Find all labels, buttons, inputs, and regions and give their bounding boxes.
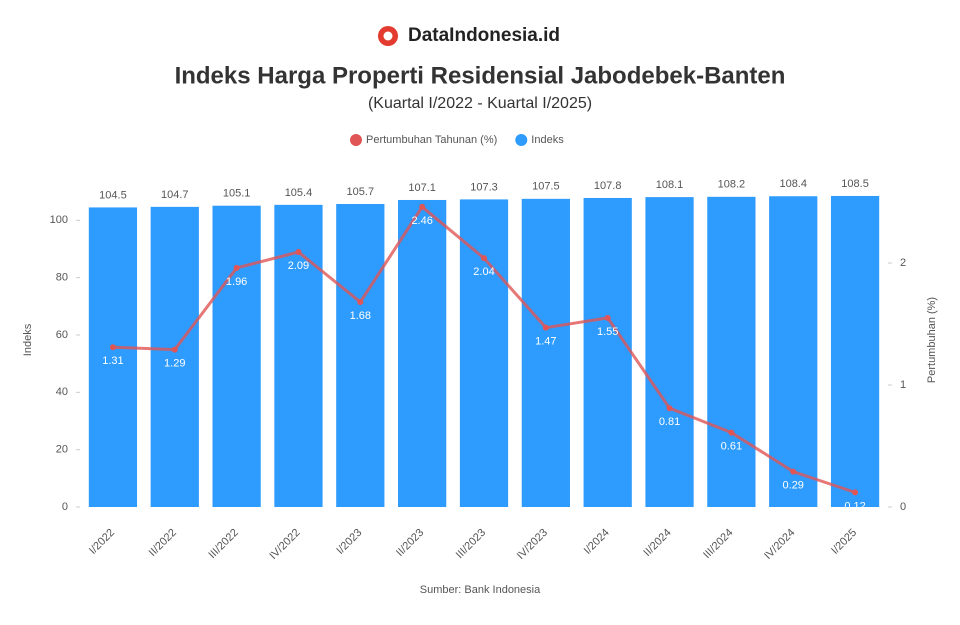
- x-tick-label: I/2024: [582, 527, 612, 557]
- bar-value-label: 108.2: [718, 179, 746, 191]
- x-tick-label: I/2022: [87, 527, 117, 557]
- bar-value-label: 105.7: [347, 186, 375, 198]
- y-tick-label: 20: [56, 444, 68, 456]
- bar-value-label: 108.5: [841, 178, 869, 190]
- y-tick-label: 60: [56, 329, 68, 341]
- y2-tick-label: 0: [900, 501, 906, 513]
- bar-value-label: 104.5: [99, 189, 127, 201]
- bar: [88, 207, 138, 507]
- x-tick-label: IV/2023: [515, 527, 550, 562]
- bar-value-label: 108.4: [779, 178, 807, 190]
- x-tick-label: IV/2022: [267, 527, 302, 562]
- logo-hole: [383, 31, 393, 41]
- y2-tick-label: 1: [900, 379, 906, 391]
- point: [295, 249, 302, 256]
- x-tick-label: II/2022: [147, 527, 179, 559]
- point: [728, 429, 735, 436]
- point-value-label: 0.81: [659, 416, 680, 428]
- x-tick-label: IV/2024: [762, 527, 797, 562]
- bar-value-label: 104.7: [161, 189, 189, 201]
- x-tick-label: I/2025: [829, 527, 859, 557]
- bar: [769, 196, 818, 507]
- x-tick-label: III/2024: [701, 527, 735, 561]
- bar: [150, 206, 199, 508]
- chart-subtitle: (Kuartal I/2022 - Kuartal I/2025): [368, 95, 592, 112]
- bar: [645, 197, 694, 507]
- bar-value-label: 105.4: [285, 187, 313, 199]
- chart-title: Indeks Harga Properti Residensial Jabode…: [175, 62, 786, 89]
- point: [604, 314, 611, 321]
- point-value-label: 0.29: [783, 480, 804, 492]
- point: [357, 299, 364, 306]
- bar: [830, 195, 880, 507]
- x-tick-label: III/2023: [454, 527, 488, 561]
- bar-value-label: 107.3: [470, 181, 498, 193]
- x-tick-label: III/2022: [206, 527, 240, 561]
- y2-axis-title: Pertumbuhan (%): [926, 297, 938, 383]
- point-value-label: 0.61: [721, 440, 742, 452]
- point: [666, 405, 673, 412]
- point-value-label: 1.47: [535, 336, 556, 348]
- point: [171, 346, 178, 353]
- bar: [583, 197, 632, 507]
- y-tick-label: 100: [50, 214, 68, 226]
- point-value-label: 2.46: [411, 215, 432, 227]
- bar-value-label: 107.1: [408, 182, 436, 194]
- brand: DataIndonesia.id: [408, 25, 560, 46]
- point: [233, 264, 240, 271]
- y-tick-label: 40: [56, 386, 68, 398]
- y2-tick-label: 2: [900, 257, 906, 269]
- point-value-label: 1.96: [226, 276, 247, 288]
- point-value-label: 2.09: [288, 260, 309, 272]
- x-tick-label: I/2023: [334, 527, 364, 557]
- bar: [459, 199, 509, 507]
- legend-label: Pertumbuhan Tahunan (%): [366, 134, 497, 146]
- point: [419, 203, 426, 210]
- point-value-label: 1.55: [597, 326, 618, 338]
- bar-value-label: 105.1: [223, 188, 251, 200]
- legend-marker: [350, 134, 362, 146]
- bar-value-label: 107.8: [594, 180, 622, 192]
- point: [852, 489, 859, 496]
- bar-value-label: 108.1: [656, 179, 684, 191]
- point-value-label: 0.12: [844, 500, 865, 512]
- point: [542, 324, 549, 331]
- point-value-label: 2.04: [473, 266, 494, 278]
- point: [481, 255, 487, 262]
- point: [109, 344, 116, 351]
- bar: [336, 203, 385, 507]
- point: [790, 468, 797, 475]
- point-value-label: 1.29: [164, 358, 185, 370]
- legend-label: Indeks: [531, 134, 564, 146]
- source: Sumber: Bank Indonesia: [420, 584, 541, 596]
- bar: [521, 198, 570, 508]
- y-axis-title: Indeks: [22, 323, 34, 356]
- point-value-label: 1.31: [102, 355, 123, 367]
- bar: [212, 205, 261, 508]
- x-tick-label: II/2024: [641, 527, 673, 559]
- bar: [398, 199, 447, 508]
- bar-value-label: 107.5: [532, 181, 560, 193]
- legend-marker: [515, 134, 528, 146]
- y-tick-label: 0: [62, 501, 68, 513]
- x-tick-label: II/2023: [394, 527, 426, 559]
- y-tick-label: 80: [56, 272, 68, 284]
- bar: [707, 196, 756, 507]
- point-value-label: 1.68: [350, 310, 371, 322]
